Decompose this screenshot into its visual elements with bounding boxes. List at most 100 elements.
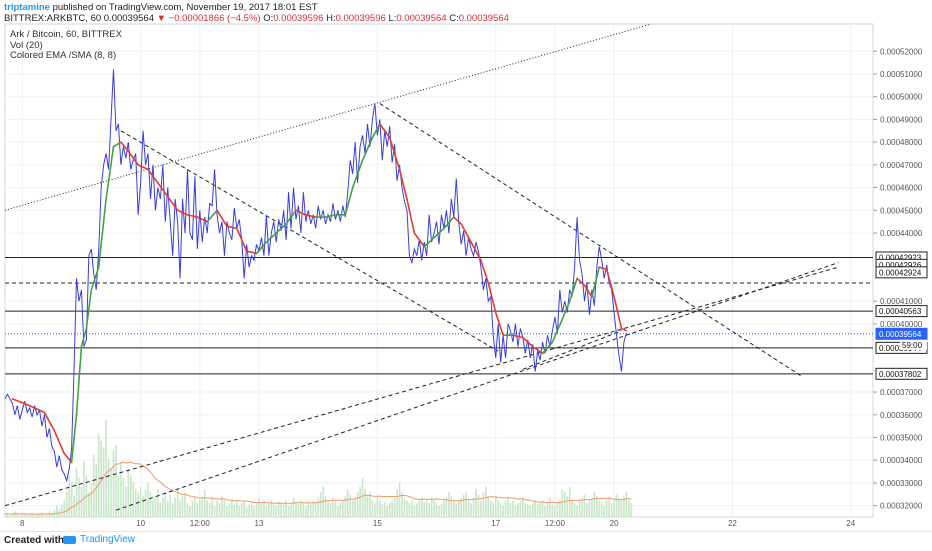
ema-segment (105, 145, 115, 200)
y-tick-label: 0.00049000 (880, 115, 923, 124)
volume-bar (122, 478, 125, 517)
volume-bar (586, 503, 588, 517)
x-tick-label: 17 (491, 519, 500, 528)
y-tick-label: 0.00047000 (880, 161, 923, 170)
volume-bar (196, 503, 199, 517)
ema-segment (265, 232, 278, 243)
volume-bar (448, 492, 450, 517)
volume-bar (342, 500, 344, 517)
volume-bar (457, 500, 460, 517)
volume-bar (356, 492, 359, 517)
volume-bar (359, 486, 361, 517)
volume-bar (164, 492, 167, 517)
volume-bar (166, 500, 169, 517)
ema-segment (216, 209, 228, 227)
down-arrow-icon: ▼ (156, 13, 167, 24)
volume-bar (216, 500, 218, 517)
volume-bar (598, 500, 601, 517)
legend-title[interactable]: Ark / Bitcoin, 60, BITTREX (10, 29, 122, 40)
volume-bar (546, 503, 549, 517)
ema-segment (245, 250, 258, 255)
volume-bar (361, 478, 364, 517)
ema-segment (413, 232, 426, 248)
volume-bar (613, 500, 615, 517)
volume-bar (181, 496, 184, 517)
volume-bar (100, 440, 102, 517)
ema-segment (591, 266, 601, 298)
tradingview-link[interactable]: TradingView (63, 534, 135, 545)
volume-bar (162, 497, 164, 517)
volume-bar (492, 503, 495, 517)
volume-bar (117, 475, 120, 517)
volume-bar (203, 489, 206, 517)
trend-line[interactable] (4, 23, 652, 211)
close-label: C: (449, 13, 459, 24)
volume-bar (386, 505, 389, 517)
legend-ema[interactable]: Colored EMA /SMA (8, 8) (10, 50, 117, 61)
author-link[interactable]: triptamine (4, 2, 50, 13)
volume-bar (383, 501, 386, 517)
volume-bar (578, 500, 581, 517)
volume-bar (213, 505, 216, 517)
volume-bar (277, 501, 280, 517)
volume-bar (603, 505, 606, 517)
volume-bar (280, 503, 282, 517)
volume-bar (428, 503, 430, 517)
volume-bar (243, 500, 245, 517)
ema-segment (522, 336, 534, 348)
price-chart[interactable]: 0.00052000 0.00051000 0.00050000 0.00049000… (0, 0, 932, 531)
volume-bar (218, 503, 221, 517)
volume-bar (393, 497, 396, 517)
x-tick-label: 24 (846, 519, 855, 528)
ema-segment (196, 216, 209, 223)
y-tick-label: 0.00051000 (880, 70, 923, 79)
volume-bar (366, 496, 369, 517)
ema-segment (351, 159, 364, 189)
volume-bar (132, 482, 135, 517)
price-tag-box (875, 305, 928, 318)
volume-bar (142, 496, 144, 517)
volume-bar (440, 504, 443, 517)
trend-line[interactable] (522, 330, 622, 370)
ema-segment (487, 282, 497, 314)
volume-bar (302, 503, 305, 517)
volume-bar (371, 500, 374, 517)
y-tick-label: 0.00037000 (880, 388, 923, 397)
volume-bar (485, 486, 487, 517)
volume-bar (549, 497, 551, 517)
legend-volume[interactable]: Vol (20) (10, 39, 43, 51)
volume-bar (70, 482, 73, 517)
volume-bar (9, 515, 11, 517)
published-line: triptamine published on TradingView.com,… (4, 2, 318, 13)
volume-bar (608, 497, 610, 517)
volume-bar (526, 504, 529, 517)
volume-bar (18, 515, 21, 517)
trend-line[interactable] (120, 130, 499, 352)
trend-line[interactable] (115, 262, 839, 511)
ema-segment (398, 168, 408, 200)
volume-bar (517, 503, 519, 517)
x-tick-label: 10 (136, 519, 145, 528)
volume-bar (425, 500, 428, 517)
volume-bar (561, 489, 564, 517)
volume-bar (21, 512, 24, 517)
volume-bar (408, 503, 411, 517)
ema-segment (531, 345, 544, 355)
volume-bar (571, 500, 573, 517)
volume-bar (221, 496, 223, 517)
ema-segment (226, 225, 238, 230)
volume-bar (615, 494, 618, 517)
volume-bar (255, 503, 258, 517)
volume-bar (339, 503, 342, 517)
volume-bar (51, 512, 53, 517)
trend-line[interactable] (4, 266, 839, 507)
volume-bar (75, 468, 78, 517)
volume-bar (554, 505, 556, 517)
volume-bar (199, 500, 201, 517)
ema-segment (176, 209, 189, 216)
volume-bar (472, 497, 475, 517)
volume-bar (63, 500, 65, 517)
low-value: 0.00039564 (396, 13, 447, 24)
volume-bar (46, 514, 48, 517)
volume-bar (470, 503, 472, 517)
